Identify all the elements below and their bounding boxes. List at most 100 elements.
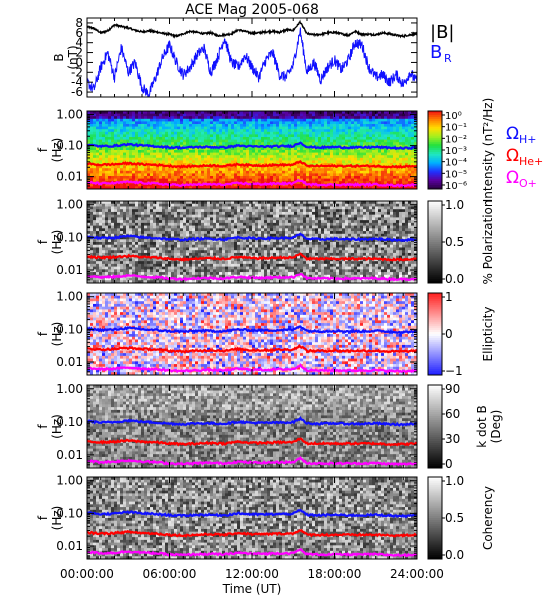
intensity-cell (294, 155, 297, 158)
polarization-cell (231, 206, 234, 209)
polarization-cell (216, 204, 219, 207)
polarization-cell (90, 215, 93, 218)
intensity-cell (177, 140, 180, 143)
polarization-cell (120, 261, 123, 264)
polarization-cell (183, 264, 186, 267)
intensity-colorbar-label: Intensity (nT²/Hz) (481, 98, 495, 203)
intensity-cell (186, 116, 189, 119)
intensity-cell (360, 127, 363, 130)
intensity-cell (144, 137, 147, 140)
polarization-cell (201, 215, 204, 218)
intensity-cell (393, 114, 396, 117)
intensity-cell (324, 150, 327, 153)
intensity-cell (273, 150, 276, 153)
intensity-cell (180, 158, 183, 161)
polarization-cell (234, 209, 237, 212)
intensity-cell (171, 124, 174, 127)
intensity-cell (312, 140, 315, 143)
intensity-cell (285, 150, 288, 153)
intensity-cell (381, 181, 384, 184)
polarization-cell (225, 215, 228, 218)
intensity-cell (240, 158, 243, 161)
polarization-cell (132, 206, 135, 209)
polarization-cell (177, 261, 180, 264)
intensity-cell (411, 160, 414, 163)
polarization-cell (150, 242, 153, 245)
polarization-cell (225, 204, 228, 207)
intensity-cell (384, 176, 387, 179)
intensity-cell (96, 173, 99, 176)
intensity-cell (306, 173, 309, 176)
intensity-cell (309, 155, 312, 158)
polarization-cell (204, 250, 207, 253)
polarization-cell (177, 267, 180, 270)
intensity-cell (255, 150, 258, 153)
intensity-cell (399, 173, 402, 176)
polarization-cell (180, 264, 183, 267)
polarization-cell (198, 217, 201, 220)
intensity-cell (348, 158, 351, 161)
intensity-cell (120, 116, 123, 119)
intensity-cell (243, 171, 246, 174)
intensity-cell (369, 153, 372, 156)
intensity-cell (243, 132, 246, 135)
intensity-cell (336, 140, 339, 143)
polarization-cell (156, 215, 159, 218)
intensity-cell (297, 158, 300, 161)
intensity-cell (174, 179, 177, 182)
intensity-cell (114, 155, 117, 158)
intensity-cell (282, 153, 285, 156)
intensity-cell (384, 171, 387, 174)
polarization-cell (126, 239, 129, 242)
polarization-cell (144, 250, 147, 253)
intensity-cell (222, 142, 225, 145)
polarization-cell (213, 231, 216, 234)
intensity-cell (399, 179, 402, 182)
intensity-cell (105, 134, 108, 137)
intensity-cell (195, 119, 198, 122)
gyro-label-sub-Hplus: H+ (519, 133, 537, 146)
intensity-cell (171, 150, 174, 153)
intensity-cell (345, 168, 348, 171)
intensity-cell (258, 129, 261, 132)
intensity-cell (168, 158, 171, 161)
polarization-cell (231, 269, 234, 272)
polarization-cell (162, 209, 165, 212)
intensity-cell (237, 140, 240, 143)
intensity-cell (132, 140, 135, 143)
intensity-cell (327, 119, 330, 122)
intensity-cell (270, 153, 273, 156)
intensity-cell (369, 116, 372, 119)
intensity-cell (324, 155, 327, 158)
intensity-cell (348, 140, 351, 143)
intensity-cell (246, 124, 249, 127)
intensity-cell (390, 114, 393, 117)
polarization-cell (126, 261, 129, 264)
polarization-cell (102, 269, 105, 272)
intensity-cell (162, 171, 165, 174)
intensity-cell (117, 114, 120, 117)
polarization-cell (186, 267, 189, 270)
polarization-cell (237, 206, 240, 209)
polarization-cell (141, 209, 144, 212)
intensity-cell (378, 176, 381, 179)
intensity-cell (303, 173, 306, 176)
polarization-cell (210, 206, 213, 209)
polarization-cell (231, 245, 234, 248)
intensity-cell (180, 176, 183, 179)
intensity-cell (192, 168, 195, 171)
intensity-cell (264, 137, 267, 140)
polarization-cell (219, 242, 222, 245)
polarization-cell (132, 220, 135, 223)
intensity-cell (312, 132, 315, 135)
polarization-cell (192, 226, 195, 229)
intensity-cell (402, 132, 405, 135)
polarization-cell (180, 250, 183, 253)
intensity-cell (153, 116, 156, 119)
polarization-cell (93, 267, 96, 270)
intensity-cell (219, 171, 222, 174)
intensity-cell (90, 119, 93, 122)
intensity-cell (201, 158, 204, 161)
intensity-cell (192, 137, 195, 140)
intensity-cell (252, 171, 255, 174)
